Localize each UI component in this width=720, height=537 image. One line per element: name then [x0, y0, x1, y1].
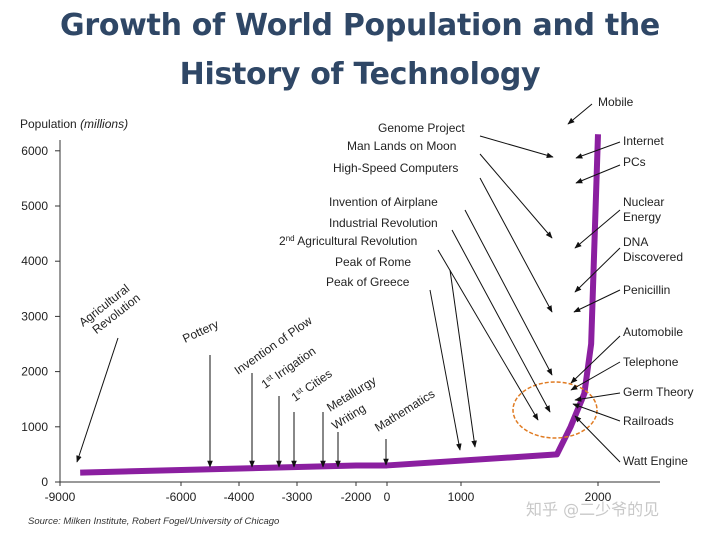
annotation-label: Internet — [623, 134, 664, 148]
annotation-label: PCs — [623, 155, 646, 169]
x-tick-label: 1000 — [448, 490, 475, 504]
annotation-label: Germ Theory — [623, 385, 693, 399]
annotation-label: Mobile — [598, 95, 634, 109]
y-tick-label: 1000 — [21, 420, 48, 434]
annotation-label: Peak of Rome — [335, 255, 411, 269]
annotation-arrow — [573, 289, 621, 313]
annotation-label: Genome Project — [378, 121, 465, 135]
annotation-arrow — [575, 141, 621, 159]
y-axis-label: Population (millions) — [20, 117, 128, 131]
annotation-label: DNA Discovered — [623, 235, 683, 264]
annotation-arrow — [574, 392, 621, 402]
source-note: Source: Milken Institute, Robert Fogel/U… — [28, 516, 280, 527]
x-tick-label: -3000 — [282, 490, 313, 504]
annotation-label: 1st Cities — [289, 366, 335, 404]
annotation-label: Telephone — [623, 355, 679, 369]
annotation-arrow — [479, 135, 554, 158]
annotation-label: AgriculturalRevolution — [76, 280, 143, 341]
annotation-arrow — [437, 249, 539, 421]
annotation-label: Invention of Airplane — [329, 195, 438, 209]
x-tick-label: -6000 — [166, 490, 197, 504]
annotation-arrow — [479, 177, 553, 313]
x-tick-label: -9000 — [45, 490, 76, 504]
annotation-label: High-Speed Computers — [333, 161, 458, 175]
annotation-label: Peak of Greece — [326, 275, 410, 289]
annotation-arrow — [574, 415, 621, 463]
annotation-label: 2nd Agricultural Revolution — [279, 234, 417, 248]
y-tick-label: 4000 — [21, 254, 48, 268]
annotation-label: Watt Engine — [623, 454, 688, 468]
annotation-arrow — [567, 103, 593, 125]
annotation-arrow — [570, 361, 621, 391]
highlight-circle — [512, 381, 598, 439]
annotation-arrow — [574, 209, 621, 249]
population-line — [80, 134, 601, 476]
annotation-label: Mathematics — [372, 387, 437, 435]
x-tick-label: 0 — [384, 490, 391, 504]
annotation-arrow — [572, 403, 621, 422]
y-tick-label: 5000 — [21, 199, 48, 213]
annotation-arrow — [449, 269, 477, 448]
annotation-arrow — [451, 229, 551, 413]
chart-title-line-1: Growth of World Population and the — [60, 8, 660, 43]
y-tick-label: 2000 — [21, 365, 48, 379]
annotation-label: Penicillin — [623, 283, 670, 297]
x-tick-label: -4000 — [224, 490, 255, 504]
annotation-arrow — [574, 247, 621, 293]
annotation-label: Invention of Plow — [232, 313, 315, 377]
x-tick-label: 2000 — [585, 490, 612, 504]
annotation-label: Man Lands on Moon — [347, 139, 456, 153]
annotation-arrow — [464, 209, 553, 376]
annotation-label: Railroads — [623, 414, 674, 428]
annotation-arrow — [479, 153, 553, 239]
annotation-arrow — [570, 335, 621, 384]
y-tick-label: 6000 — [21, 144, 48, 158]
annotation-arrow — [575, 164, 621, 184]
y-tick-label: 3000 — [21, 309, 48, 323]
y-axis-label-unit: (millions) — [80, 117, 129, 131]
y-tick-label: 0 — [41, 475, 48, 489]
annotation-label: Industrial Revolution — [329, 216, 438, 230]
annotation-arrow — [76, 337, 119, 463]
annotation-label: Automobile — [623, 325, 683, 339]
annotation-arrow — [429, 289, 462, 451]
annotation-label: Pottery — [180, 317, 220, 346]
annotation-label: Nuclear Energy — [623, 195, 664, 224]
watermark: 知乎 @二少爷的见 — [526, 500, 660, 519]
chart-title-line-2: History of Technology — [179, 57, 541, 92]
y-axis-label-text: Population — [20, 117, 77, 131]
x-tick-label: -2000 — [341, 490, 372, 504]
